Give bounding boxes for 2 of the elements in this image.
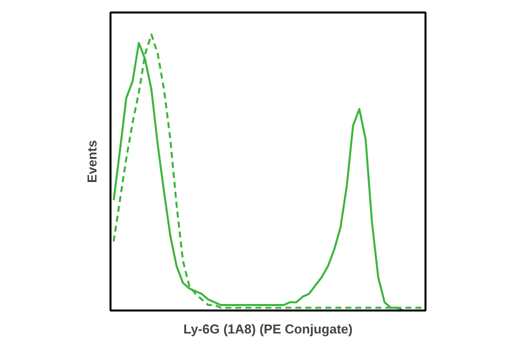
x-axis-title: Ly-6G (1A8) (PE Conjugate) bbox=[183, 322, 353, 336]
y-axis-title: Events bbox=[84, 140, 100, 183]
